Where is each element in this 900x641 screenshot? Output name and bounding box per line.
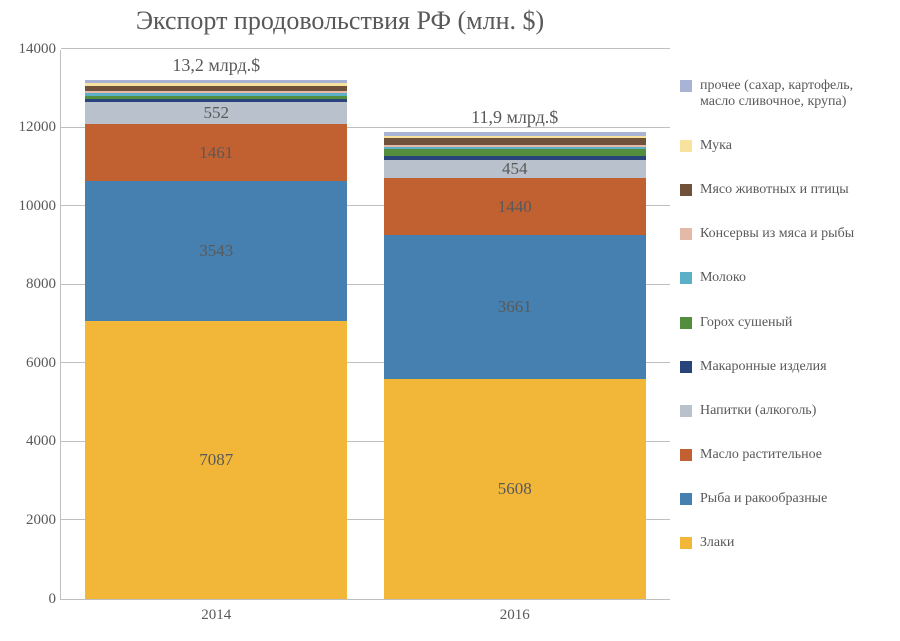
- y-axis-tick: 14000: [6, 41, 56, 58]
- legend-label: Масло растительное: [700, 447, 890, 463]
- legend-item-makarony: Макаронные изделия: [680, 359, 890, 375]
- segment-label: 552: [204, 103, 230, 123]
- y-axis-tick: 10000: [6, 198, 56, 215]
- y-axis-tick: 8000: [6, 276, 56, 293]
- legend-label: прочее (сахар, картофель, масло сливочно…: [700, 78, 890, 110]
- segment-ryba: 3543: [85, 181, 347, 320]
- chart-container: Экспорт продовольствия РФ (млн. $) 0 2000…: [0, 0, 900, 641]
- legend-item-muka: Мука: [680, 138, 890, 154]
- x-axis-tick: 2016: [384, 607, 646, 624]
- segment-zlaki: 7087: [85, 321, 347, 599]
- legend-swatch: [680, 537, 692, 549]
- bar-total-label: 11,9 млрд.$: [471, 107, 558, 128]
- legend-swatch: [680, 184, 692, 196]
- segment-muka: [85, 83, 347, 85]
- y-axis-tick: 12000: [6, 119, 56, 136]
- segment-myaso: [384, 138, 646, 144]
- legend-swatch: [680, 228, 692, 240]
- segment-konservy: [85, 91, 347, 93]
- segment-label: 1440: [498, 197, 532, 217]
- plot-area: 0200040006000800010000120001400070873543…: [60, 50, 670, 600]
- grid-line: [61, 48, 670, 49]
- segment-ryba: 3661: [384, 235, 646, 379]
- y-axis-tick: 4000: [6, 433, 56, 450]
- y-axis-tick: 6000: [6, 355, 56, 372]
- legend-label: Мука: [700, 138, 890, 154]
- segment-maslo_rast: 1461: [85, 124, 347, 181]
- legend-label: Молоко: [700, 270, 890, 286]
- legend-item-konservy: Консервы из мяса и рыбы: [680, 226, 890, 242]
- legend-swatch: [680, 272, 692, 284]
- segment-label: 3661: [498, 297, 532, 317]
- bar-total-label: 13,2 млрд.$: [172, 55, 260, 76]
- legend-item-zlaki: Злаки: [680, 535, 890, 551]
- legend-item-myaso: Мясо животных и птицы: [680, 182, 890, 198]
- legend-item-moloko: Молоко: [680, 270, 890, 286]
- bar-2014: 70873543146155213,2 млрд.$: [85, 80, 347, 599]
- legend-label: Мясо животных и птицы: [700, 182, 890, 198]
- legend-label: Консервы из мяса и рыбы: [700, 226, 890, 242]
- legend: прочее (сахар, картофель, масло сливочно…: [680, 78, 890, 579]
- legend-swatch: [680, 493, 692, 505]
- legend-label: Злаки: [700, 535, 890, 551]
- y-axis-tick: 2000: [6, 512, 56, 529]
- segment-moloko: [384, 147, 646, 149]
- segment-konservy: [384, 145, 646, 147]
- legend-swatch: [680, 361, 692, 373]
- legend-item-prochee: прочее (сахар, картофель, масло сливочно…: [680, 78, 890, 110]
- legend-item-maslo_rast: Масло растительное: [680, 447, 890, 463]
- segment-label: 1461: [199, 143, 233, 163]
- segment-label: 7087: [199, 450, 233, 470]
- legend-label: Рыба и ракообразные: [700, 491, 890, 507]
- legend-item-napitki: Напитки (алкоголь): [680, 403, 890, 419]
- segment-label: 5608: [498, 479, 532, 499]
- segment-napitki: 552: [85, 102, 347, 124]
- x-axis-tick: 2014: [85, 607, 347, 624]
- segment-prochee: [384, 132, 646, 137]
- segment-myaso: [85, 86, 347, 91]
- segment-moloko: [85, 93, 347, 96]
- segment-label: 3543: [199, 241, 233, 261]
- legend-swatch: [680, 449, 692, 461]
- y-axis-tick: 0: [6, 591, 56, 608]
- bar-2016: 56083661144045411,9 млрд.$: [384, 132, 646, 600]
- legend-label: Напитки (алкоголь): [700, 403, 890, 419]
- segment-label: 454: [502, 159, 528, 179]
- segment-makarony: [85, 99, 347, 103]
- segment-zlaki: 5608: [384, 379, 646, 599]
- legend-item-ryba: Рыба и ракообразные: [680, 491, 890, 507]
- chart-title: Экспорт продовольствия РФ (млн. $): [0, 6, 680, 36]
- segment-prochee: [85, 80, 347, 83]
- segment-napitki: 454: [384, 160, 646, 178]
- legend-swatch: [680, 140, 692, 152]
- legend-swatch: [680, 405, 692, 417]
- segment-muka: [384, 136, 646, 138]
- segment-makarony: [384, 156, 646, 160]
- legend-swatch: [680, 317, 692, 329]
- segment-goroh: [85, 96, 347, 99]
- segment-maslo_rast: 1440: [384, 178, 646, 235]
- legend-label: Макаронные изделия: [700, 359, 890, 375]
- legend-item-goroh: Горох сушеный: [680, 315, 890, 331]
- segment-goroh: [384, 149, 646, 156]
- legend-label: Горох сушеный: [700, 315, 890, 331]
- legend-swatch: [680, 80, 692, 92]
